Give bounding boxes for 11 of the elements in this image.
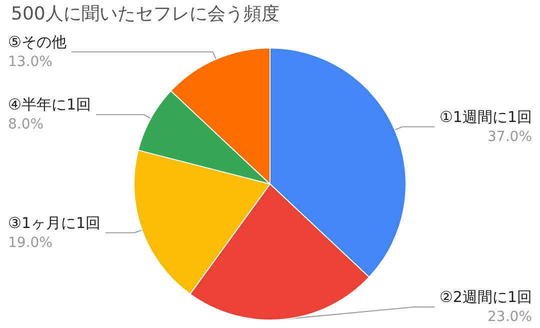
data-label: 37.0% bbox=[488, 128, 532, 145]
slice-label: ①1週間に1回 bbox=[439, 108, 532, 126]
slice-label: ②2週間に1回 bbox=[439, 288, 532, 306]
chart-title: 500人に聞いたセフレに会う頻度 bbox=[11, 4, 280, 24]
slice-label: ③1ヶ月に1回 bbox=[8, 214, 101, 232]
data-label: 19.0% bbox=[8, 234, 52, 251]
data-label: 23.0% bbox=[488, 309, 532, 325]
slice-label: ④半年に1回 bbox=[8, 96, 91, 114]
data-label: 13.0% bbox=[8, 54, 52, 70]
data-label: 8.0% bbox=[8, 116, 44, 133]
slice-label: ⑤その他 bbox=[8, 32, 66, 51]
